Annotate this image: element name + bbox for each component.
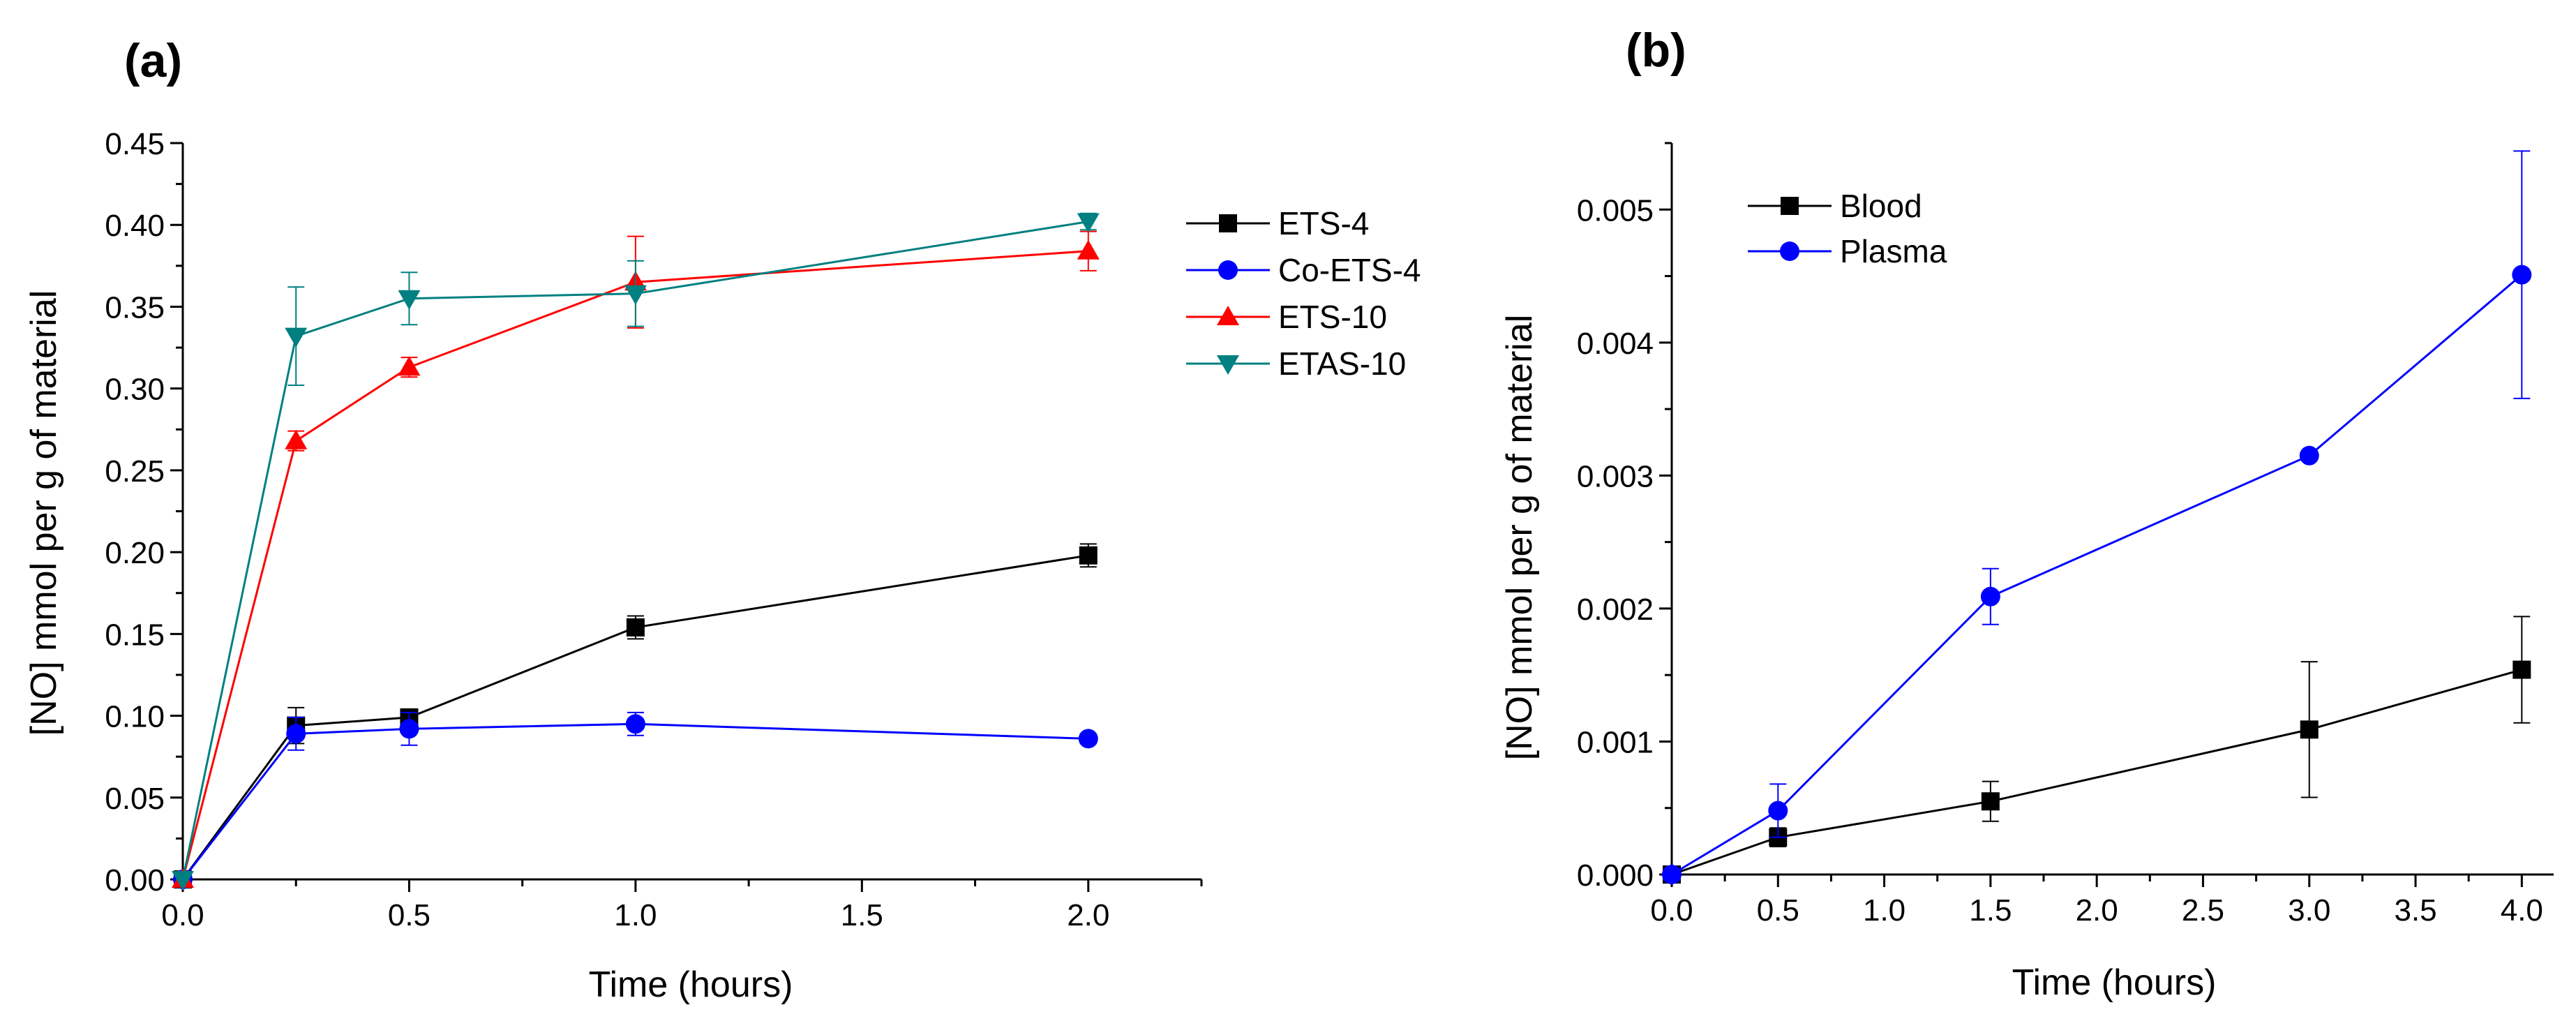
legend-label: Co-ETS-4 [1278, 252, 1421, 288]
legend-label: ETS-4 [1278, 205, 1369, 241]
series-etas-10 [172, 212, 1100, 891]
y-tick-label: 0.15 [105, 618, 165, 652]
y-tick-label: 0.30 [105, 373, 165, 407]
y-tick-label: 0.10 [105, 700, 165, 734]
panel-b-label: (b) [1626, 24, 1686, 77]
y-tick-label: 0.45 [105, 127, 165, 161]
x-tick-label: 0.0 [1650, 893, 1693, 928]
panel-a-chart: (a) Time (hours) [NO] mmol per g of mate… [24, 34, 1421, 1005]
data-point [625, 714, 645, 734]
legend-marker [1780, 241, 1799, 261]
data-point [626, 618, 645, 637]
legend-label: ETAS-10 [1278, 345, 1406, 382]
y-tick-label: 0.000 [1577, 858, 1654, 893]
data-point [2300, 720, 2319, 739]
legend-marker [1219, 214, 1237, 232]
data-point [624, 285, 647, 305]
data-point [285, 327, 308, 348]
y-tick-label: 0.004 [1577, 327, 1654, 361]
data-point [398, 290, 421, 310]
series-line [181, 250, 1088, 880]
panel-b-x-axis-label: Time (hours) [2012, 962, 2217, 1003]
x-tick-label: 3.5 [2394, 893, 2436, 928]
series-plasma [1662, 150, 2532, 884]
series-line [181, 722, 1088, 880]
legend: ETS-4 Co-ETS-4 ETS-10 ETAS-10 [1186, 205, 1421, 382]
series-co-ets-4 [173, 711, 1098, 889]
y-tick-label: 0.005 [1577, 193, 1654, 228]
x-tick-label: 1.5 [1969, 893, 2012, 928]
data-point [399, 719, 419, 739]
data-point [2512, 265, 2532, 285]
series-ets-10 [172, 230, 1100, 888]
x-tick-label: 2.0 [1067, 898, 1109, 932]
x-tick-label: 2.0 [2076, 893, 2118, 928]
data-point [1768, 801, 1788, 821]
panel-a-y-axis-label: [NO] mmol per g of material [24, 290, 64, 736]
data-point [1662, 865, 1682, 884]
legend-marker [1217, 306, 1239, 325]
x-tick-label: 0.5 [1757, 893, 1799, 928]
data-point [1981, 792, 2000, 811]
data-point [2513, 660, 2531, 679]
y-tick-label: 0.002 [1577, 593, 1654, 627]
series-line [1671, 274, 2523, 876]
y-tick-label: 0.05 [105, 782, 165, 816]
panel-a-label: (a) [124, 34, 182, 87]
series-blood [1663, 616, 2531, 884]
legend-label: Blood [1840, 188, 1922, 224]
panel-b-chart: (b) Time (hours) [NO] mmol per g of mate… [1499, 24, 2554, 1003]
y-tick-label: 0.40 [105, 209, 165, 243]
legend-marker [1218, 260, 1238, 280]
data-point [2299, 445, 2319, 466]
legend: Blood Plasma [1748, 188, 1947, 269]
data-point [1077, 239, 1100, 260]
series-line [1671, 669, 2522, 876]
y-tick-label: 0.25 [105, 454, 165, 489]
x-tick-label: 1.5 [841, 898, 883, 932]
data-point [1980, 586, 2000, 607]
y-tick-label: 0.003 [1577, 459, 1654, 493]
data-point [172, 871, 194, 891]
legend-label: ETS-10 [1278, 299, 1387, 335]
x-tick-label: 0.5 [388, 898, 430, 932]
x-tick-label: 4.0 [2501, 893, 2543, 928]
x-tick-label: 2.5 [2182, 893, 2224, 928]
x-tick-label: 1.0 [614, 898, 657, 932]
x-tick-label: 3.0 [2288, 893, 2330, 928]
data-point [285, 429, 308, 449]
y-tick-label: 0.20 [105, 536, 165, 570]
data-point [286, 724, 306, 744]
legend-marker [1217, 355, 1239, 375]
legend-marker [1781, 197, 1799, 215]
x-tick-label: 1.0 [1863, 893, 1905, 928]
x-tick-label: 0.0 [161, 898, 204, 932]
legend-label: Plasma [1840, 233, 1947, 269]
y-tick-label: 0.00 [105, 863, 165, 898]
y-tick-label: 0.35 [105, 290, 165, 325]
y-tick-label: 0.001 [1577, 725, 1654, 759]
data-point [1077, 213, 1100, 233]
panel-b-y-axis-label: [NO] mmol per g of material [1499, 315, 1540, 761]
data-point [398, 356, 421, 376]
data-point [1079, 546, 1098, 565]
panel-a-x-axis-label: Time (hours) [589, 965, 793, 1005]
data-point [1078, 729, 1098, 749]
